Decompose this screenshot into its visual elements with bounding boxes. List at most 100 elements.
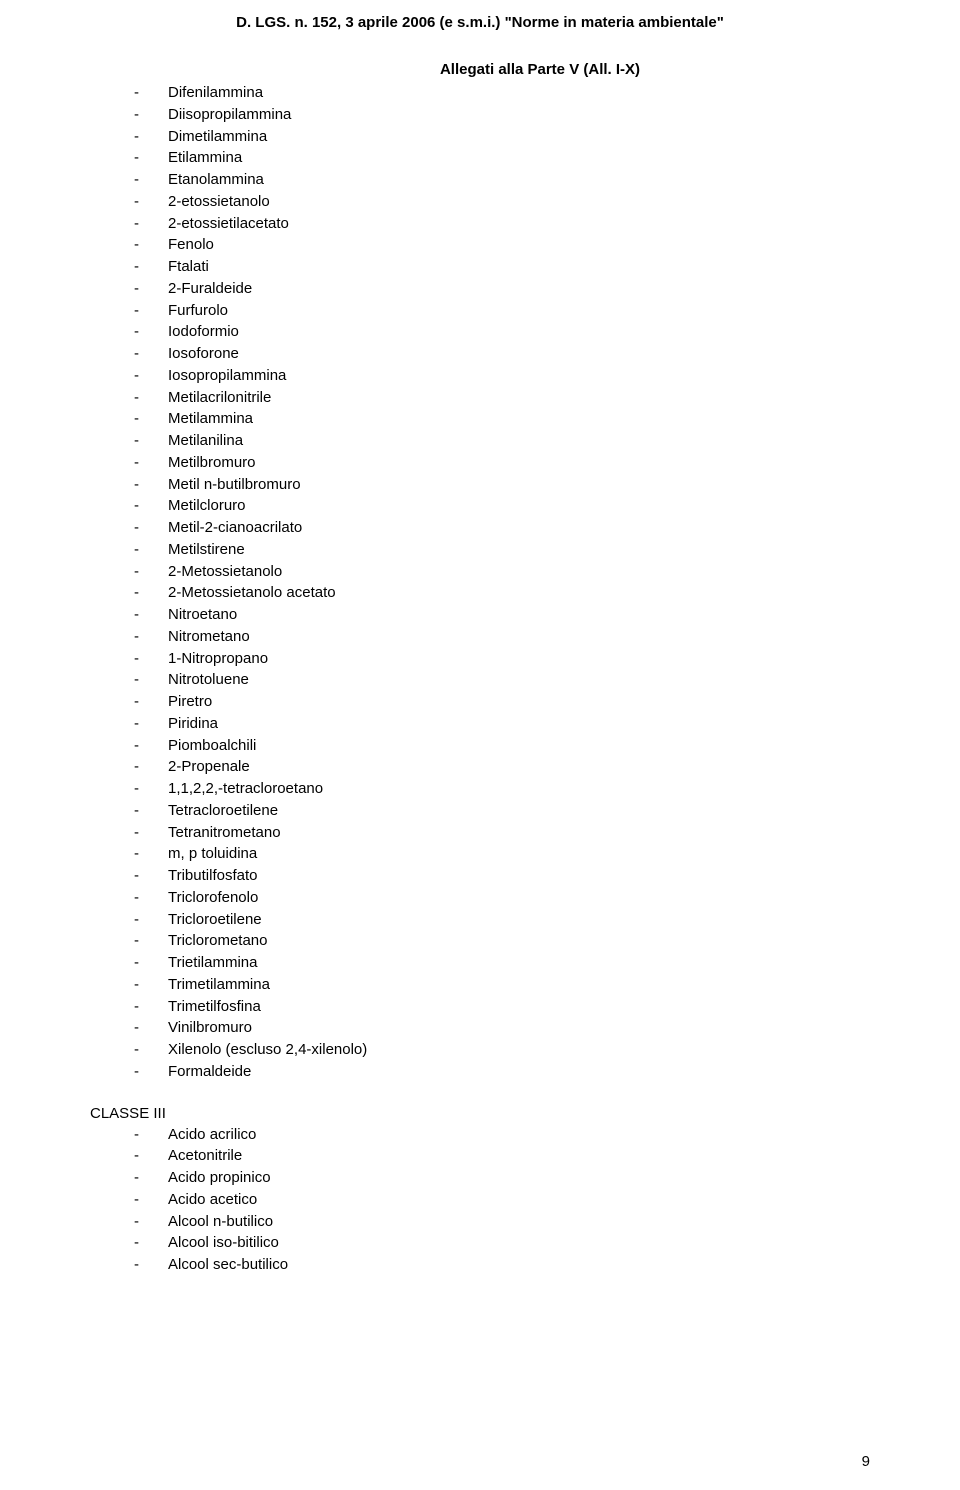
list-item: -Formaldeide xyxy=(130,1061,870,1083)
list-item: -Alcool n-butilico xyxy=(130,1211,870,1233)
list-item: -Metilammina xyxy=(130,408,870,430)
list-dash: - xyxy=(130,1167,168,1189)
list-dash: - xyxy=(130,213,168,235)
list-item: -1,1,2,2,-tetracloroetano xyxy=(130,778,870,800)
list-dash: - xyxy=(130,1189,168,1211)
list-item: -Acido acrilico xyxy=(130,1124,870,1146)
list-dash: - xyxy=(130,582,168,604)
list-dash: - xyxy=(130,626,168,648)
list-item-label: Etilammina xyxy=(168,147,870,169)
list-dash: - xyxy=(130,669,168,691)
list-dash: - xyxy=(130,300,168,322)
list-item-label: Metilammina xyxy=(168,408,870,430)
list-dash: - xyxy=(130,321,168,343)
list-item: -Metilacrilonitrile xyxy=(130,387,870,409)
list-dash: - xyxy=(130,1017,168,1039)
list-item-label: Piomboalchili xyxy=(168,735,870,757)
list-dash: - xyxy=(130,800,168,822)
list-dash: - xyxy=(130,408,168,430)
list-item: -Etanolammina xyxy=(130,169,870,191)
list-dash: - xyxy=(130,474,168,496)
list-item-label: Triclorometano xyxy=(168,930,870,952)
list-item-label: 2-etossietilacetato xyxy=(168,213,870,235)
list-item: -Difenilammina xyxy=(130,82,870,104)
list-item: -Ftalati xyxy=(130,256,870,278)
list-item-label: Iosoforone xyxy=(168,343,870,365)
list-dash: - xyxy=(130,996,168,1018)
list-item-label: Formaldeide xyxy=(168,1061,870,1083)
list-item-label: Etanolammina xyxy=(168,169,870,191)
list-dash: - xyxy=(130,104,168,126)
list-item: -2-Furaldeide xyxy=(130,278,870,300)
list-item: -Vinilbromuro xyxy=(130,1017,870,1039)
list-item: -Piridina xyxy=(130,713,870,735)
list-dash: - xyxy=(130,430,168,452)
list-item: -Trimetilammina xyxy=(130,974,870,996)
list-item-label: Ftalati xyxy=(168,256,870,278)
list-dash: - xyxy=(130,343,168,365)
list-item: -Acetonitrile xyxy=(130,1145,870,1167)
list-item: -Iosopropilammina xyxy=(130,365,870,387)
list-item: -2-Propenale xyxy=(130,756,870,778)
list-item: -m, p toluidina xyxy=(130,843,870,865)
list-item-label: 1-Nitropropano xyxy=(168,648,870,670)
chemical-list-main: -Difenilammina-Diisopropilammina-Dimetil… xyxy=(130,82,870,1083)
chemical-list-class3: -Acido acrilico-Acetonitrile-Acido propi… xyxy=(130,1124,870,1276)
list-item: -Metilbromuro xyxy=(130,452,870,474)
list-item-label: Metilcloruro xyxy=(168,495,870,517)
list-item: -Iosoforone xyxy=(130,343,870,365)
list-item: -Acido propinico xyxy=(130,1167,870,1189)
list-item-label: Trimetilfosfina xyxy=(168,996,870,1018)
list-item-label: Piretro xyxy=(168,691,870,713)
list-dash: - xyxy=(130,365,168,387)
list-dash: - xyxy=(130,1061,168,1083)
list-item: -Metil n-butilbromuro xyxy=(130,474,870,496)
list-item-label: Acido propinico xyxy=(168,1167,870,1189)
list-item: -Tetracloroetilene xyxy=(130,800,870,822)
list-dash: - xyxy=(130,169,168,191)
list-item-label: m, p toluidina xyxy=(168,843,870,865)
list-item: -Trimetilfosfina xyxy=(130,996,870,1018)
list-item-label: Fenolo xyxy=(168,234,870,256)
list-dash: - xyxy=(130,1254,168,1276)
list-item-label: Tricloroetilene xyxy=(168,909,870,931)
list-dash: - xyxy=(130,278,168,300)
list-item: -Alcool iso-bitilico xyxy=(130,1232,870,1254)
list-item: -Iodoformio xyxy=(130,321,870,343)
list-dash: - xyxy=(130,1039,168,1061)
list-dash: - xyxy=(130,843,168,865)
list-dash: - xyxy=(130,452,168,474)
list-item-label: Alcool n-butilico xyxy=(168,1211,870,1233)
list-item: -Trietilammina xyxy=(130,952,870,974)
list-dash: - xyxy=(130,1232,168,1254)
list-item: -Piretro xyxy=(130,691,870,713)
list-item: -1-Nitropropano xyxy=(130,648,870,670)
list-item-label: Nitroetano xyxy=(168,604,870,626)
list-item-label: Trietilammina xyxy=(168,952,870,974)
list-dash: - xyxy=(130,909,168,931)
list-item: -2-Metossietanolo acetato xyxy=(130,582,870,604)
list-item-label: Diisopropilammina xyxy=(168,104,870,126)
list-item: -Triclorometano xyxy=(130,930,870,952)
list-item: -Triclorofenolo xyxy=(130,887,870,909)
list-item: -2-Metossietanolo xyxy=(130,561,870,583)
list-item: -Xilenolo (escluso 2,4-xilenolo) xyxy=(130,1039,870,1061)
attachment-heading: Allegati alla Parte V (All. I-X) xyxy=(90,61,870,78)
list-item-label: Iodoformio xyxy=(168,321,870,343)
list-item: -Alcool sec-butilico xyxy=(130,1254,870,1276)
list-item-label: Acido acrilico xyxy=(168,1124,870,1146)
list-dash: - xyxy=(130,495,168,517)
page-container: D. LGS. n. 152, 3 aprile 2006 (e s.m.i.)… xyxy=(0,0,960,1490)
list-dash: - xyxy=(130,539,168,561)
list-item-label: Vinilbromuro xyxy=(168,1017,870,1039)
list-item-label: 2-Furaldeide xyxy=(168,278,870,300)
list-dash: - xyxy=(130,648,168,670)
list-item: -Acido acetico xyxy=(130,1189,870,1211)
list-item-label: Alcool sec-butilico xyxy=(168,1254,870,1276)
list-item-label: Dimetilammina xyxy=(168,126,870,148)
list-item-label: Metil n-butilbromuro xyxy=(168,474,870,496)
list-item: -Metilstirene xyxy=(130,539,870,561)
list-item-label: Furfurolo xyxy=(168,300,870,322)
list-item-label: Acetonitrile xyxy=(168,1145,870,1167)
list-dash: - xyxy=(130,691,168,713)
